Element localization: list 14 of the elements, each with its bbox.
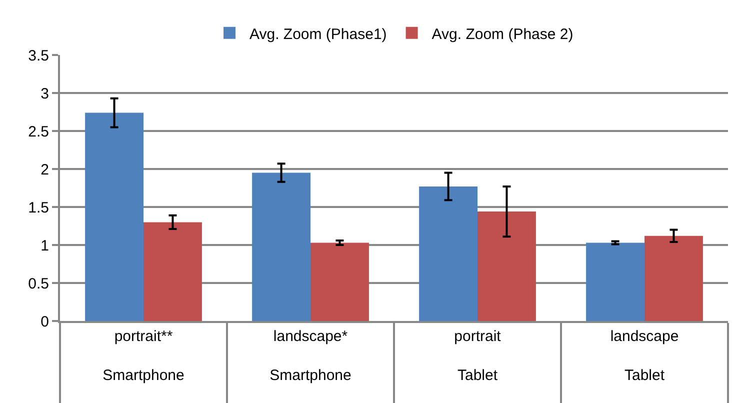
y-tick-label: 0.5 [28, 275, 49, 292]
category-label: landscape* Smartphone [270, 328, 352, 384]
legend-label: Avg. Zoom (Phase 2) [432, 26, 574, 43]
legend-label: Avg. Zoom (Phase1) [250, 26, 387, 43]
y-tick-label: 2 [40, 161, 49, 178]
y-tick-label: 2.5 [28, 123, 49, 140]
category-label: portrait Tablet [454, 328, 501, 384]
y-tick-label: 0 [40, 313, 49, 330]
y-tick-label: 3.5 [28, 47, 49, 64]
category-label: portrait** Smartphone [102, 328, 184, 384]
y-tick-label: 3 [40, 85, 49, 102]
category-label: landscape Tablet [610, 328, 679, 384]
y-tick-label: 1.5 [28, 199, 49, 216]
y-tick-label: 1 [40, 237, 49, 254]
